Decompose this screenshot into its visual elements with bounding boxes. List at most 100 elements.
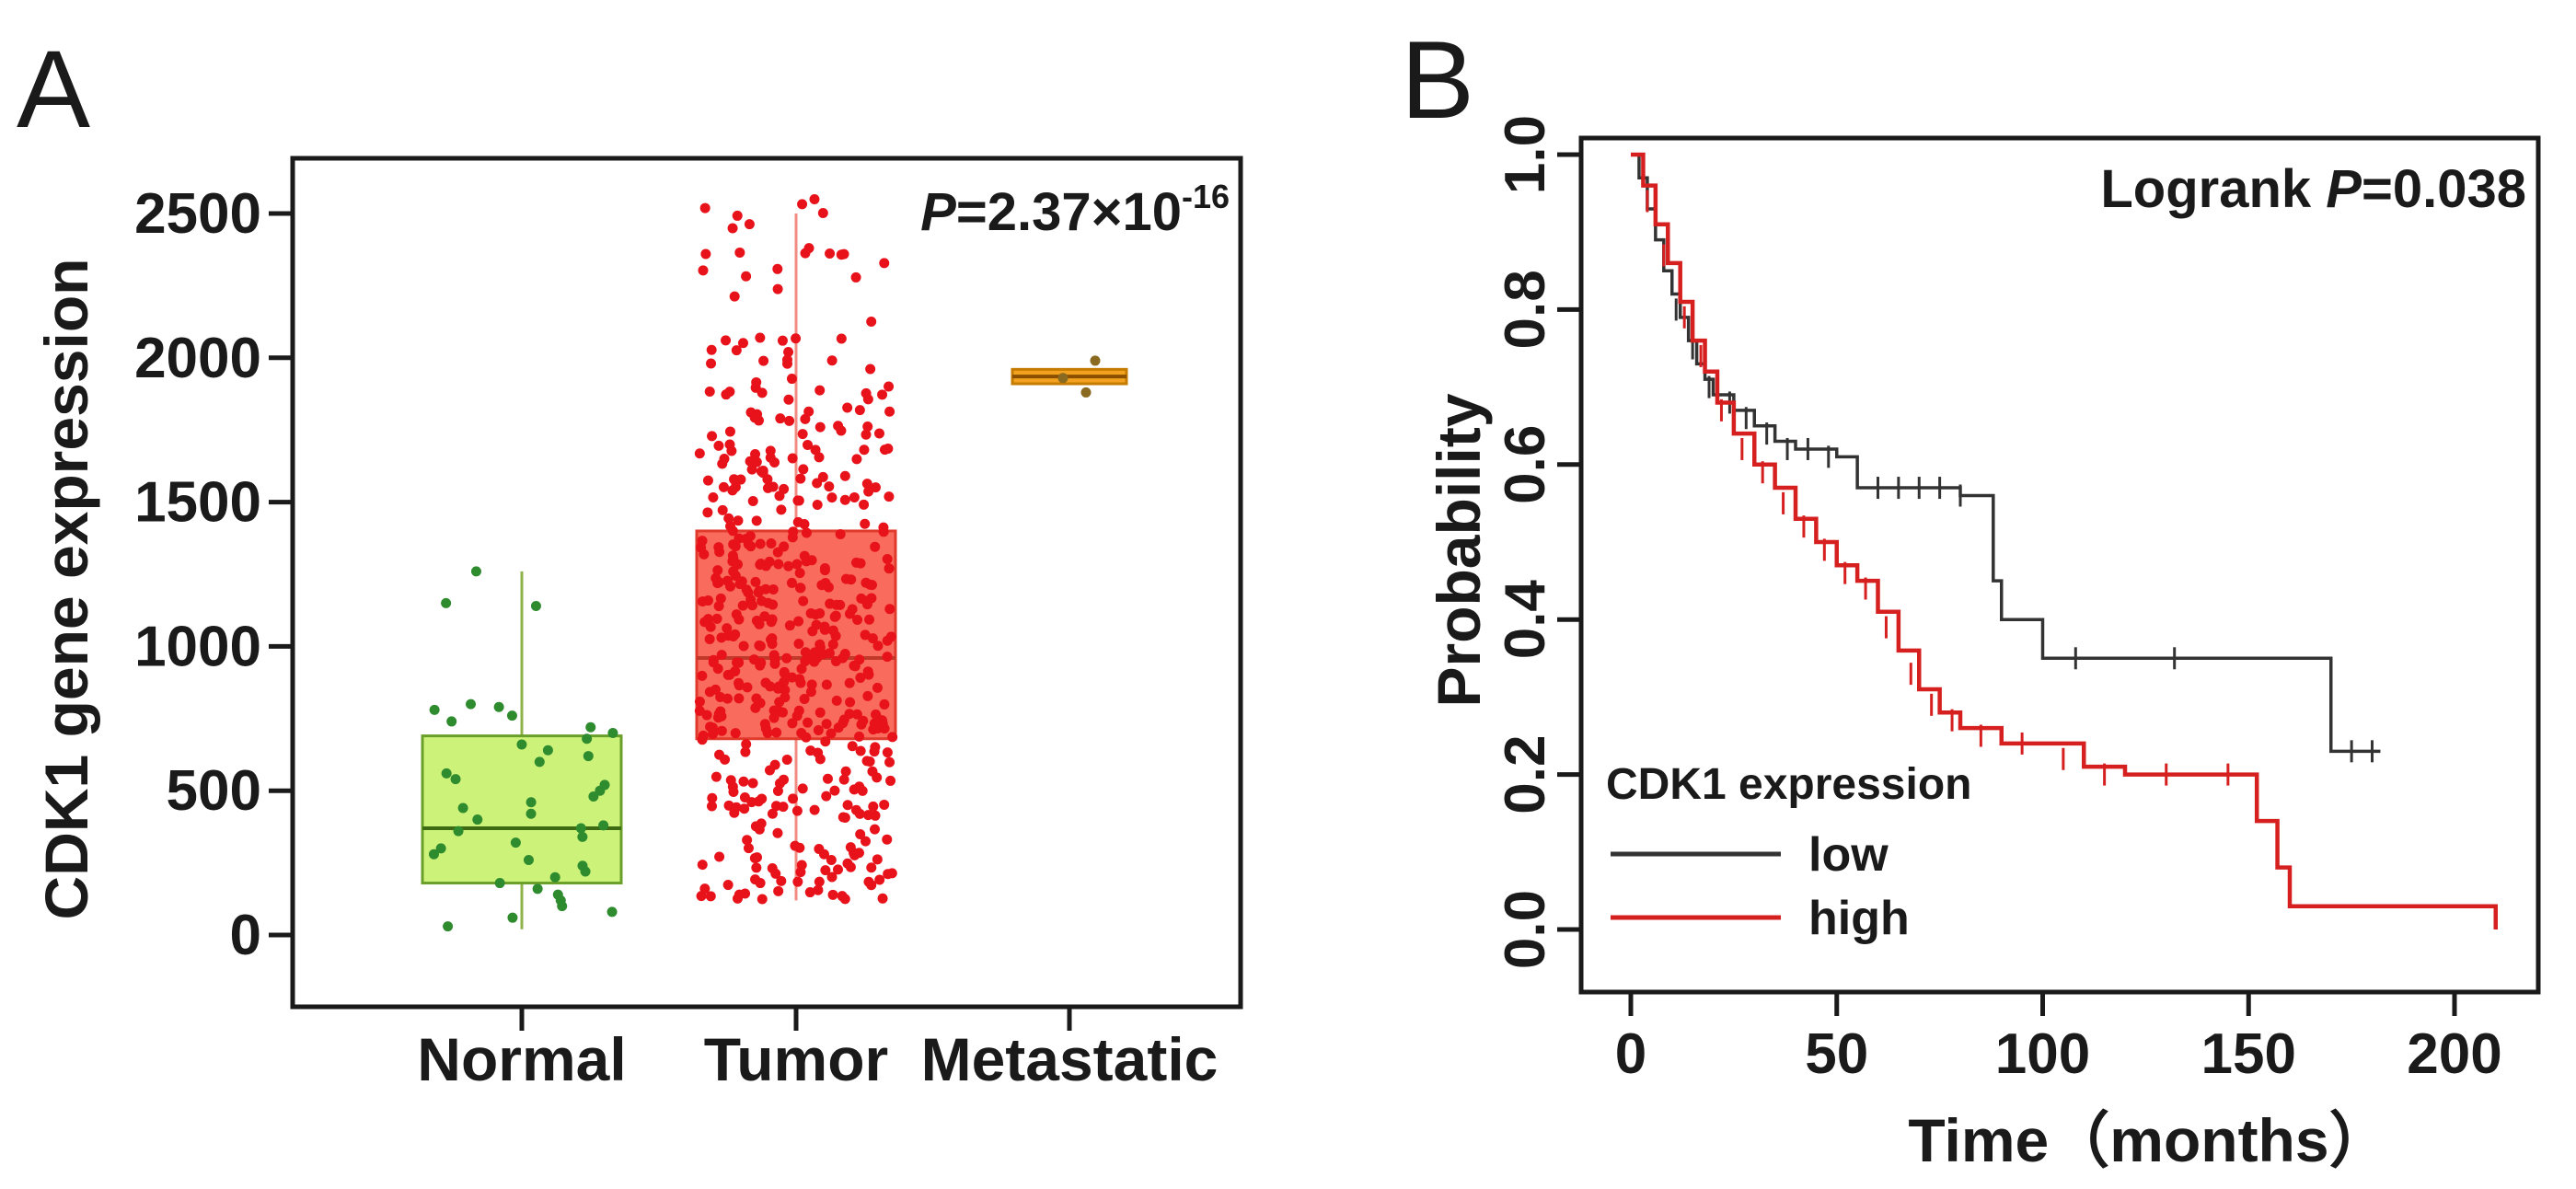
tumor-point — [826, 854, 837, 865]
tumor-point — [740, 888, 751, 899]
tumor-point — [883, 869, 894, 880]
tumor-point — [754, 618, 765, 629]
tumor-point — [845, 697, 856, 708]
tumor-point — [783, 394, 794, 405]
tumor-point — [723, 513, 734, 524]
tumor-point — [697, 536, 708, 547]
tumor-point — [859, 444, 870, 456]
tumor-point — [773, 559, 784, 570]
tumor-point — [755, 332, 766, 343]
tumor-point — [751, 515, 762, 526]
tumor-point — [819, 621, 830, 632]
tumor-point — [807, 626, 818, 637]
tumor-point — [724, 426, 735, 437]
tumor-point — [793, 616, 804, 627]
tumor-point — [732, 210, 743, 221]
tumor-point — [826, 355, 837, 366]
panel-b-y-tick-label: 0.2 — [1494, 734, 1557, 814]
tumor-point — [697, 670, 708, 681]
tumor-point — [734, 247, 745, 258]
tumor-point — [720, 754, 731, 765]
normal-point — [534, 756, 545, 768]
tumor-point — [753, 415, 764, 426]
tumor-point — [795, 473, 806, 484]
tumor-point — [699, 883, 710, 895]
tumor-point — [879, 698, 890, 710]
normal-point — [532, 883, 543, 895]
tumor-point — [750, 576, 761, 587]
normal-point — [428, 848, 439, 860]
tumor-point — [863, 876, 874, 887]
tumor-point — [784, 620, 795, 631]
tumor-point — [724, 439, 735, 450]
normal-point — [580, 866, 591, 877]
normal-point — [607, 727, 618, 738]
panel-a-plot-frame — [290, 156, 1243, 1010]
normal-point — [575, 823, 586, 834]
normal-point — [453, 825, 464, 837]
tumor-point — [813, 884, 824, 895]
tumor-point — [741, 584, 752, 595]
tumor-point — [884, 406, 895, 417]
normal-point — [441, 597, 452, 608]
tumor-point — [730, 728, 741, 739]
tumor-point — [772, 263, 783, 274]
tumor-point — [775, 413, 786, 424]
tumor-point — [803, 406, 814, 417]
tumor-point — [694, 705, 705, 716]
tumor-point — [705, 891, 716, 902]
tumor-point — [700, 248, 711, 260]
tumor-point — [859, 499, 870, 510]
tumor-point — [850, 804, 861, 815]
tumor-point — [712, 712, 723, 723]
tumor-point — [851, 454, 862, 465]
tumor-point — [787, 718, 798, 729]
tumor-point — [768, 705, 780, 716]
tumor-point — [746, 600, 757, 611]
tumor-point — [708, 729, 719, 740]
tumor-point — [862, 666, 873, 677]
tumor-point — [721, 335, 732, 346]
tumor-point — [814, 754, 826, 765]
metastatic-point — [1057, 373, 1069, 384]
tumor-point — [833, 421, 844, 432]
tumor-point — [855, 745, 866, 756]
tumor-point — [872, 682, 883, 693]
tumor-point — [884, 756, 895, 768]
tumor-point — [864, 756, 875, 768]
tumor-point — [699, 548, 710, 560]
tumor-point — [884, 491, 895, 502]
panel-b-x-axis-title: Time（months） — [1908, 1106, 2389, 1174]
tumor-point — [844, 709, 855, 720]
panel-a-p-text: =2.37×10 — [956, 182, 1182, 242]
tumor-point — [771, 727, 782, 738]
panel-b: B Probability Time（months） 0.00.20.40.60… — [1401, 18, 2541, 1174]
tumor-point — [734, 533, 745, 544]
tumor-point — [760, 723, 771, 734]
tumor-point — [713, 440, 724, 451]
normal-point — [530, 600, 541, 611]
tumor-point — [864, 614, 875, 625]
tumor-point — [839, 470, 850, 481]
tumor-point — [757, 468, 768, 479]
normal-point — [446, 716, 457, 727]
tumor-point — [747, 778, 758, 789]
tumor-point — [805, 687, 816, 698]
tumor-point — [857, 785, 868, 796]
tumor-point — [788, 793, 799, 804]
tumor-point — [756, 559, 767, 570]
normal-point — [598, 820, 609, 831]
tumor-point — [842, 858, 853, 869]
panel-b-series — [1631, 152, 2498, 929]
tumor-point — [882, 747, 893, 758]
panel-b-x-tick-label: 50 — [1805, 1022, 1868, 1086]
tumor-point — [842, 402, 853, 413]
tumor-point — [850, 271, 861, 283]
panel-b-x-ticks: 0 50 100 150 200 — [1615, 992, 2502, 1086]
tumor-point — [805, 608, 816, 619]
tumor-point — [776, 504, 787, 515]
panel-a-boxes — [421, 214, 1128, 929]
tumor-point — [887, 732, 898, 743]
tumor-point — [787, 532, 798, 543]
panel-b-x-tick-label: 0 — [1615, 1022, 1646, 1086]
